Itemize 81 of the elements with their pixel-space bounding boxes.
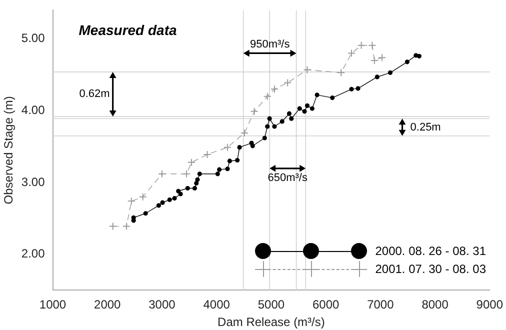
point bbox=[127, 197, 136, 206]
point bbox=[237, 145, 242, 150]
point bbox=[122, 222, 130, 230]
point bbox=[416, 54, 422, 58]
point bbox=[224, 143, 232, 152]
x-tick-label: 3000 bbox=[148, 298, 176, 312]
x-tick-label: 2000 bbox=[94, 298, 122, 312]
point bbox=[203, 150, 212, 159]
x-tick-label: 8000 bbox=[422, 298, 449, 312]
point bbox=[330, 95, 335, 100]
point bbox=[195, 177, 200, 182]
point bbox=[250, 107, 258, 116]
point bbox=[156, 203, 162, 208]
legend-label: 2001. 07. 30 - 08. 03 bbox=[375, 262, 486, 276]
y-tick-label: 4.00 bbox=[21, 103, 46, 118]
point bbox=[187, 158, 196, 166]
point bbox=[357, 41, 366, 50]
point bbox=[378, 54, 386, 62]
point bbox=[404, 60, 410, 64]
point bbox=[270, 85, 278, 94]
point bbox=[356, 86, 360, 91]
point bbox=[388, 70, 393, 75]
x-tick-label: 5000 bbox=[258, 298, 285, 312]
x-tick-label: 6000 bbox=[312, 298, 340, 312]
point bbox=[302, 109, 307, 114]
point bbox=[374, 74, 380, 80]
annotation: 950m³/s bbox=[250, 38, 290, 51]
point bbox=[131, 215, 136, 220]
point bbox=[310, 106, 314, 111]
point bbox=[303, 66, 312, 74]
point bbox=[265, 124, 270, 129]
text: Measured data bbox=[78, 22, 178, 38]
point bbox=[368, 41, 376, 50]
point bbox=[286, 111, 292, 116]
point bbox=[217, 167, 222, 172]
point bbox=[250, 144, 255, 148]
point bbox=[262, 136, 267, 140]
annotation: 0.25m bbox=[410, 121, 441, 134]
x-tick-label: 9000 bbox=[476, 298, 504, 312]
y-tick-label: 5.00 bbox=[21, 31, 46, 46]
point bbox=[160, 200, 165, 205]
point bbox=[172, 196, 177, 201]
point bbox=[349, 86, 354, 92]
x-tick-label: 4000 bbox=[203, 298, 230, 312]
point bbox=[297, 106, 302, 111]
point bbox=[158, 170, 166, 178]
point bbox=[108, 222, 117, 230]
x-tick-label: 7000 bbox=[367, 298, 394, 312]
point bbox=[138, 192, 147, 201]
point bbox=[263, 92, 272, 100]
point bbox=[225, 166, 230, 172]
x-axis-title: Dam Release (m³/s) bbox=[218, 315, 325, 330]
y-tick-label: 3.00 bbox=[21, 174, 46, 189]
annotation: 650m³/s bbox=[268, 172, 308, 184]
point bbox=[176, 188, 181, 194]
point bbox=[182, 170, 191, 178]
point bbox=[143, 211, 148, 216]
point bbox=[235, 158, 240, 163]
point bbox=[167, 197, 172, 202]
point bbox=[370, 56, 378, 64]
point bbox=[240, 128, 248, 137]
y-axis-title: Observed Stage (m) bbox=[2, 96, 16, 204]
point bbox=[280, 119, 284, 124]
point bbox=[347, 49, 356, 58]
point bbox=[314, 92, 320, 98]
point bbox=[289, 116, 294, 121]
point bbox=[304, 103, 310, 108]
point bbox=[227, 158, 232, 164]
x-tick-label: 1000 bbox=[39, 298, 66, 312]
point bbox=[192, 186, 198, 191]
point bbox=[194, 180, 199, 186]
annotation: 0.62m bbox=[79, 88, 110, 100]
point bbox=[197, 172, 202, 176]
point bbox=[267, 116, 272, 121]
point bbox=[185, 186, 190, 191]
y-tick-label: 2.00 bbox=[21, 246, 46, 261]
point bbox=[337, 68, 346, 77]
legend-label: 2000. 08. 26 - 08. 31 bbox=[375, 244, 486, 258]
point bbox=[215, 172, 220, 176]
point bbox=[284, 78, 292, 87]
point bbox=[272, 124, 277, 129]
